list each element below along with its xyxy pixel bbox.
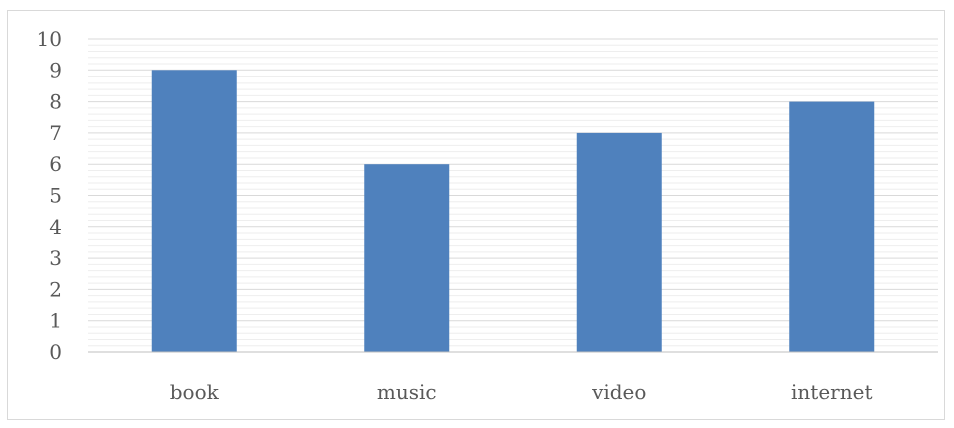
y-tick-label: 4 <box>49 215 62 239</box>
bar-internet <box>789 101 875 352</box>
bar-video <box>576 132 662 352</box>
y-tick-label: 5 <box>49 184 62 208</box>
y-tick-label: 6 <box>49 152 62 176</box>
x-category-label: video <box>591 380 646 404</box>
bar-book <box>151 70 237 353</box>
y-tick-label: 8 <box>49 90 62 114</box>
y-tick-label: 9 <box>49 58 62 82</box>
bar-music <box>364 164 450 352</box>
bar-series <box>151 70 875 353</box>
x-category-label: music <box>377 380 437 404</box>
y-tick-label: 10 <box>37 27 62 51</box>
x-category-label: internet <box>791 380 872 404</box>
y-tick-label: 7 <box>49 121 62 145</box>
y-tick-label: 2 <box>49 277 62 301</box>
y-tick-label: 1 <box>49 309 62 333</box>
x-category-labels: book music video internet <box>170 380 873 404</box>
y-tick-label: 0 <box>49 340 62 364</box>
y-tick-label: 3 <box>49 246 62 270</box>
y-tick-labels: 0 1 2 3 4 5 6 7 8 9 10 <box>37 27 62 364</box>
x-category-label: book <box>170 380 220 404</box>
